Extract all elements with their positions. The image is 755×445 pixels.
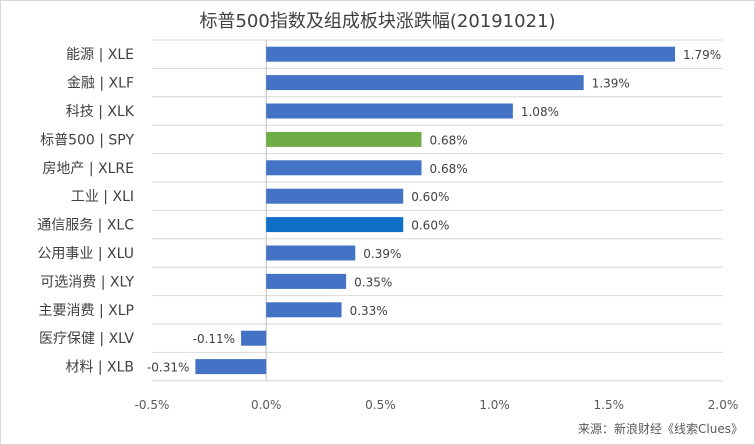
data-label: 0.33%	[350, 304, 388, 318]
x-tick-label: 1.0%	[479, 398, 510, 412]
data-label: 0.68%	[430, 162, 468, 176]
data-label: 0.68%	[430, 133, 468, 147]
category-label: 材料 | XLB	[65, 360, 134, 376]
category-label: 主要消费 | XLP	[39, 303, 134, 319]
grid-lines	[152, 39, 723, 382]
chart-title: 标普500指数及组成板块涨跌幅(20191021)	[199, 11, 556, 32]
data-label: -0.11%	[193, 332, 235, 346]
data-label: -0.31%	[147, 361, 189, 375]
category-labels: 能源 | XLE 金融 | XLF 科技 | XLK 标普500 | SPY 房地产 |…	[37, 47, 135, 375]
x-tick-label: 0.5%	[365, 398, 396, 412]
data-label: 0.39%	[363, 247, 401, 261]
category-label: 通信服务 | XLC	[37, 218, 134, 234]
data-label: 0.60%	[411, 190, 449, 204]
x-tick-label: -0.5%	[135, 398, 170, 412]
bar	[266, 302, 342, 318]
category-label: 公用事业 | XLU	[37, 246, 134, 262]
x-tick-label: 1.5%	[594, 398, 625, 412]
data-label: 1.39%	[592, 77, 630, 91]
data-label: 0.35%	[354, 275, 392, 289]
x-tick-label: 2.0%	[708, 398, 739, 412]
bar	[195, 359, 267, 375]
value-labels: 1.79% 1.39% 1.08% 0.68% 0.68% 0.60% 0.60% 0.39%…	[147, 48, 721, 374]
category-label: 医疗保健 | XLV	[39, 331, 134, 347]
data-label: 1.08%	[521, 105, 559, 119]
category-label: 科技 | XLK	[66, 104, 135, 120]
bar	[266, 217, 404, 233]
bar	[266, 131, 422, 147]
source-note: 来源：新浪财经《线索Clues》	[578, 422, 743, 436]
bar	[266, 188, 404, 204]
bars	[195, 46, 676, 375]
data-label: 1.79%	[683, 48, 721, 62]
bar	[266, 160, 422, 176]
bar	[266, 103, 513, 119]
category-label: 金融 | XLF	[67, 76, 134, 92]
bar	[266, 46, 676, 62]
bar	[266, 245, 356, 261]
category-label: 标普500 | SPY	[40, 132, 134, 148]
bar	[266, 75, 584, 91]
category-label: 工业 | XLI	[71, 189, 134, 205]
x-tick-labels: -0.5% 0.0% 0.5% 1.0% 1.5% 2.0%	[135, 398, 739, 412]
bar	[266, 273, 347, 289]
bar	[241, 330, 267, 346]
category-label: 房地产 | XLRE	[42, 161, 134, 177]
category-label: 可选消费 | XLY	[40, 274, 134, 290]
x-tick-label: 0.0%	[251, 398, 282, 412]
data-label: 0.60%	[411, 219, 449, 233]
category-label: 能源 | XLE	[66, 47, 134, 63]
